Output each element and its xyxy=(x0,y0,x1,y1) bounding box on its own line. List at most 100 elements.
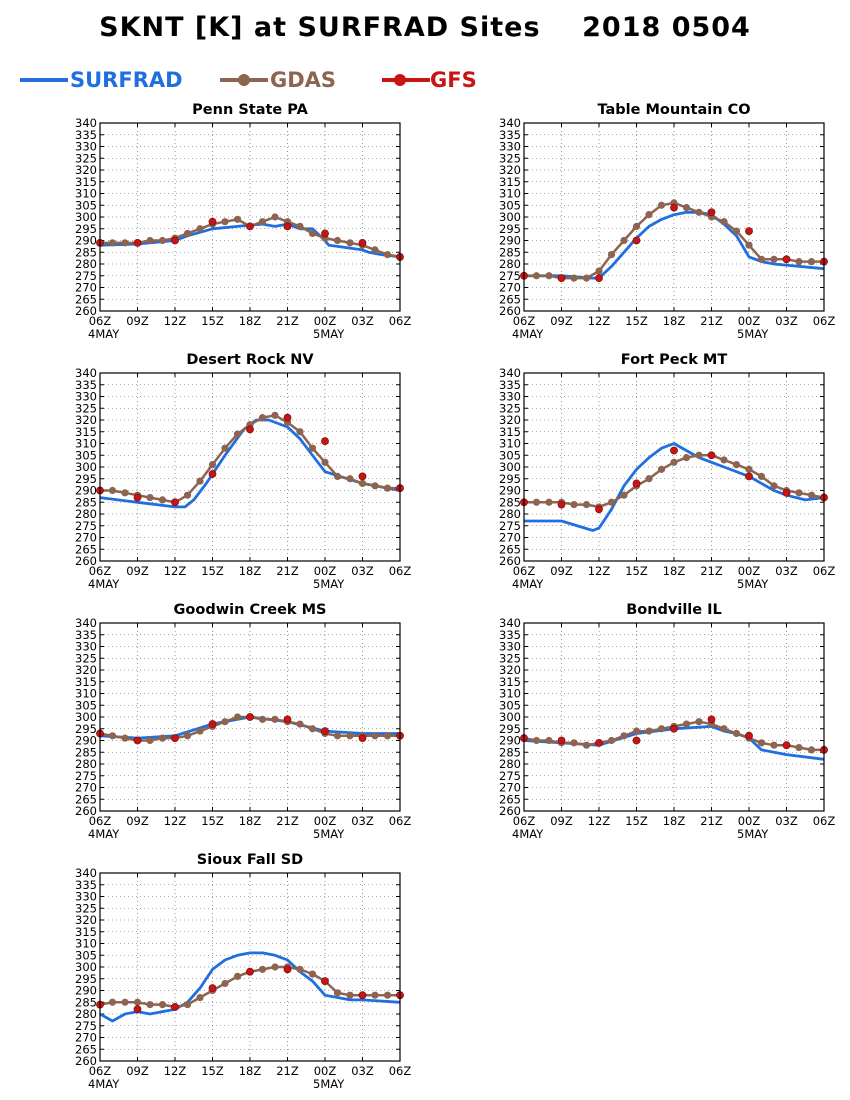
series-point-gdas xyxy=(582,741,591,749)
y-tick-label: 315 xyxy=(499,175,521,189)
x-tick-label: 06Z xyxy=(813,314,836,328)
series-point-gdas xyxy=(645,475,653,483)
y-tick-label: 330 xyxy=(75,390,97,404)
y-tick-label: 295 xyxy=(75,472,97,486)
y-tick-label: 330 xyxy=(75,140,97,154)
y-tick-label: 300 xyxy=(499,210,521,224)
series-point-gdas xyxy=(146,736,154,745)
series-point-gdas xyxy=(183,732,192,740)
y-tick-label: 315 xyxy=(499,675,521,689)
x-date-label: 4MAY xyxy=(512,327,544,341)
series-point-gdas xyxy=(333,732,342,740)
plot-frame xyxy=(523,372,825,562)
y-tick-label: 310 xyxy=(75,687,97,701)
y-tick-label: 265 xyxy=(75,542,97,556)
x-tick-label: 12Z xyxy=(164,814,187,828)
series-point-gfs xyxy=(782,741,791,750)
y-tick-label: 280 xyxy=(499,257,521,271)
y-tick-label: 310 xyxy=(499,687,521,701)
x-date-label: 5MAY xyxy=(313,577,345,591)
y-tick-label: 330 xyxy=(499,140,521,154)
series-point-gdas xyxy=(358,479,367,488)
series-point-gdas xyxy=(607,736,616,745)
x-tick-label: 06Z xyxy=(389,314,412,328)
y-tick-label: 270 xyxy=(75,781,97,795)
series-point-gfs xyxy=(632,479,641,488)
y-tick-label: 305 xyxy=(499,448,521,462)
plot-frame xyxy=(523,622,825,812)
y-tick-label: 325 xyxy=(499,401,521,415)
series-point-gdas xyxy=(795,743,803,752)
x-date-label: 5MAY xyxy=(313,827,345,841)
x-date-label: 4MAY xyxy=(88,327,120,341)
y-tick-label: 315 xyxy=(499,425,521,439)
y-tick-label: 270 xyxy=(75,1031,97,1045)
x-tick-label: 00Z xyxy=(314,814,337,828)
series-point-gdas xyxy=(158,236,167,245)
series-point-gdas xyxy=(770,482,778,490)
chart-title: Penn State PA xyxy=(192,102,308,118)
y-tick-label: 320 xyxy=(499,163,521,177)
y-tick-label: 335 xyxy=(499,128,521,142)
y-tick-label: 300 xyxy=(75,710,97,724)
x-tick-label: 12Z xyxy=(164,1064,187,1078)
series-point-gdas xyxy=(383,484,392,492)
series-point-gdas xyxy=(233,972,242,981)
series-point-gfs xyxy=(632,236,641,245)
x-tick-label: 12Z xyxy=(164,314,187,328)
y-tick-label: 295 xyxy=(499,222,521,236)
series-point-gdas xyxy=(196,993,204,1002)
series-point-gdas xyxy=(732,227,741,235)
series-point-gfs xyxy=(595,505,603,514)
series-point-gdas xyxy=(383,732,392,740)
x-tick-label: 18Z xyxy=(663,814,686,828)
series-point-gfs xyxy=(133,1005,142,1014)
y-tick-label: 305 xyxy=(75,698,97,712)
y-tick-label: 265 xyxy=(75,792,97,806)
series-point-gdas xyxy=(258,218,267,226)
series-point-gfs xyxy=(283,413,292,422)
y-tick-label: 280 xyxy=(499,757,521,771)
y-tick-label: 300 xyxy=(499,710,521,724)
x-tick-label: 03Z xyxy=(351,814,374,828)
series-point-gdas xyxy=(121,998,129,1006)
x-tick-label: 00Z xyxy=(738,564,761,578)
x-date-label: 5MAY xyxy=(313,327,345,341)
series-point-gdas xyxy=(383,991,392,999)
series-point-gdas xyxy=(807,258,816,266)
x-tick-label: 18Z xyxy=(239,1064,262,1078)
x-tick-label: 15Z xyxy=(625,314,648,328)
series-point-gdas xyxy=(258,715,267,723)
series-point-gdas xyxy=(271,411,279,419)
legend-item-gfs: GFS xyxy=(380,62,477,98)
y-tick-label: 325 xyxy=(75,901,97,915)
series-point-gdas xyxy=(757,739,766,747)
series-point-gdas xyxy=(346,239,354,247)
series-point-gfs xyxy=(208,984,217,993)
y-tick-label: 335 xyxy=(499,378,521,392)
series-point-gdas xyxy=(346,475,354,483)
series-point-gfs xyxy=(358,991,367,1000)
series-point-gdas xyxy=(146,1001,154,1009)
plot-frame xyxy=(99,372,401,562)
series-point-gdas xyxy=(158,496,167,504)
y-tick-label: 325 xyxy=(499,651,521,665)
series-point-gdas xyxy=(221,718,229,726)
series-point-gfs xyxy=(670,724,678,733)
x-date-label: 5MAY xyxy=(737,327,769,341)
series-point-gdas xyxy=(732,461,741,469)
series-point-gdas xyxy=(545,272,553,280)
y-tick-label: 335 xyxy=(75,878,97,892)
x-tick-label: 00Z xyxy=(738,314,761,328)
y-tick-label: 260 xyxy=(75,304,97,318)
legend-line-gfs xyxy=(382,74,430,86)
series-point-gdas xyxy=(720,725,728,733)
y-tick-label: 275 xyxy=(75,519,97,533)
series-point-gfs xyxy=(283,715,292,724)
y-tick-label: 280 xyxy=(75,507,97,521)
y-tick-label: 275 xyxy=(75,269,97,283)
y-tick-label: 330 xyxy=(75,640,97,654)
series-point-gfs xyxy=(171,498,179,507)
x-date-label: 5MAY xyxy=(313,1077,345,1091)
series-point-gdas xyxy=(158,1001,167,1009)
